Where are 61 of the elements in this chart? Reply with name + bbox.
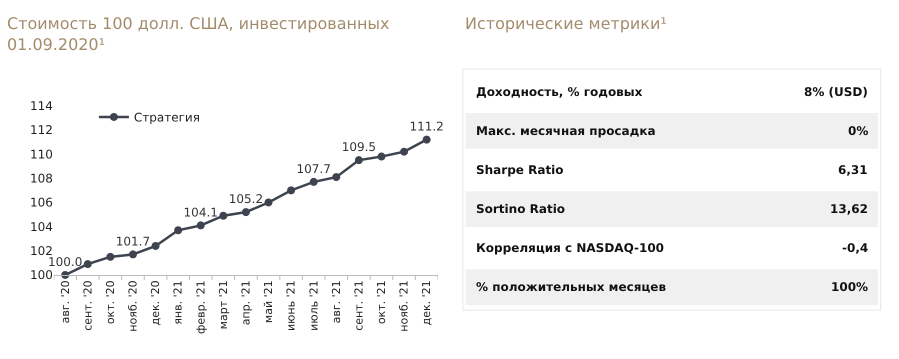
point <box>400 148 408 156</box>
point <box>287 186 296 194</box>
x-tick-label: нояб. '20 <box>126 280 140 332</box>
point <box>106 252 114 261</box>
point <box>84 260 92 268</box>
x-tick-label: сент. '20 <box>81 280 94 331</box>
y-tick-label: 114 <box>30 99 53 113</box>
data-label: 101.7 <box>116 234 150 248</box>
legend-label: Стратегия <box>134 110 200 125</box>
point <box>264 198 273 206</box>
x-tick-label: июнь '21 <box>284 280 298 331</box>
point <box>242 208 250 216</box>
category-label: Корреляция с NASDAQ-100 <box>476 241 664 255</box>
point <box>196 221 205 230</box>
text: 100% <box>831 280 868 294</box>
category-label: Макс. месячная просадка <box>476 124 656 138</box>
point <box>422 136 431 144</box>
x-tick-label: янв. '21 <box>172 280 185 325</box>
x-tick-label: окт. '21 <box>375 280 388 324</box>
text: -0,4 <box>842 241 868 255</box>
x-tick-label: май '21 <box>262 280 276 324</box>
point <box>310 178 318 186</box>
point <box>332 173 340 182</box>
x-tick-label: апр. '21 <box>239 280 252 326</box>
text: 0% <box>848 124 868 138</box>
x-tick-label: дек. '21 <box>420 280 434 326</box>
point <box>354 156 363 164</box>
point <box>219 212 228 220</box>
category-label: Доходность, % годовых <box>476 85 643 99</box>
x-tick-label: авг. '20 <box>58 280 72 324</box>
category-label: % положительных месяцев <box>476 280 666 294</box>
y-tick-label: 106 <box>30 196 53 210</box>
category-label: Sharpe Ratio <box>476 163 564 177</box>
x-tick-label: окт. '20 <box>104 280 117 324</box>
data-label: 104.1 <box>184 205 218 220</box>
y-tick-label: 110 <box>30 147 53 162</box>
data-label: 111.2 <box>409 120 444 134</box>
x-tick-label: авг. '21 <box>330 280 343 324</box>
x-tick-label: февр. '21 <box>194 280 208 334</box>
point <box>174 226 182 234</box>
data-label: 107.7 <box>296 162 331 176</box>
point <box>377 152 386 161</box>
text: 8% (USD) <box>804 85 868 99</box>
data-label: 109.5 <box>342 140 376 154</box>
x-tick-label: нояб. '21 <box>398 280 411 332</box>
text: 13,62 <box>830 202 868 216</box>
x-tick-label: сент. '21 <box>352 280 366 331</box>
point <box>152 242 160 250</box>
x-tick-label: июль '21 <box>307 280 320 331</box>
y-tick-label: 100 <box>30 268 53 282</box>
data-label: 105.2 <box>228 192 264 206</box>
x-tick-label: дек. '20 <box>149 280 162 326</box>
text: 6,31 <box>838 163 868 177</box>
category-label: Sortino Ratio <box>476 202 566 216</box>
point <box>128 250 137 258</box>
y-tick-label: 104 <box>30 220 53 234</box>
chart-title: Стоимость 100 долл. США, инвестированных 01.09.2020¹ <box>7 14 390 54</box>
y-tick-label: 108 <box>30 172 53 186</box>
x-tick-label: март '21 <box>216 280 230 330</box>
text: Исторические метрики¹ <box>465 14 667 33</box>
y-tick-label: 112 <box>30 123 53 138</box>
